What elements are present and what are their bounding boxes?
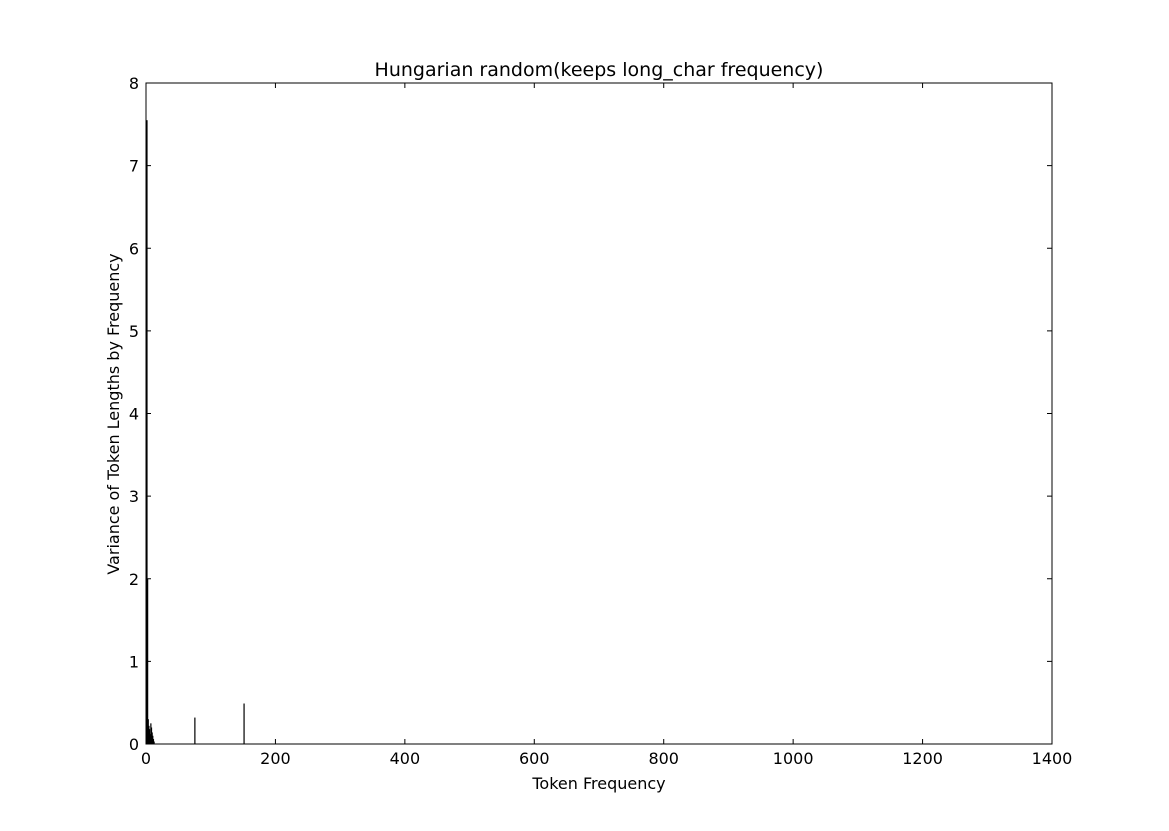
bar <box>150 723 152 744</box>
bar <box>152 739 155 744</box>
x-tick-label: 1200 <box>902 749 943 768</box>
y-tick-label: 2 <box>129 570 139 589</box>
bar <box>147 719 149 744</box>
bar <box>151 732 153 744</box>
ticks-layer <box>145 82 1053 745</box>
y-tick-label: 1 <box>129 652 139 671</box>
bar <box>243 703 245 744</box>
ticklabels-layer: 0 200 400 600 800 1000 1200 1400 0 1 2 3 4 5 6 7 8 <box>129 74 1073 768</box>
y-tick-label: 0 <box>129 735 139 754</box>
bar <box>148 729 151 744</box>
x-tick-label: 1000 <box>773 749 814 768</box>
plot-frame <box>145 82 1053 745</box>
y-tick-label: 3 <box>129 487 139 506</box>
bar <box>146 120 148 745</box>
x-axis-label: Token Frequency <box>531 774 665 793</box>
x-tick-label: 0 <box>141 749 151 768</box>
x-tick-label: 600 <box>519 749 550 768</box>
y-tick-label: 4 <box>129 405 139 424</box>
bar <box>149 734 151 744</box>
bar <box>150 727 153 744</box>
bar <box>194 717 196 744</box>
bar <box>148 725 150 744</box>
y-tick-label: 5 <box>129 322 139 341</box>
x-tick-label: 1400 <box>1032 749 1073 768</box>
chart-title: Hungarian random(keeps long_char frequen… <box>375 59 824 81</box>
bar <box>153 741 155 744</box>
y-tick-label: 6 <box>129 239 139 258</box>
bar <box>152 735 154 744</box>
x-tick-label: 200 <box>260 749 291 768</box>
x-tick-label: 800 <box>648 749 679 768</box>
bars-layer <box>146 120 245 745</box>
y-axis-label: Variance of Token Lengths by Frequency <box>104 253 123 574</box>
y-tick-label: 7 <box>129 157 139 176</box>
x-tick-label: 400 <box>390 749 421 768</box>
y-tick-label: 8 <box>129 74 139 93</box>
